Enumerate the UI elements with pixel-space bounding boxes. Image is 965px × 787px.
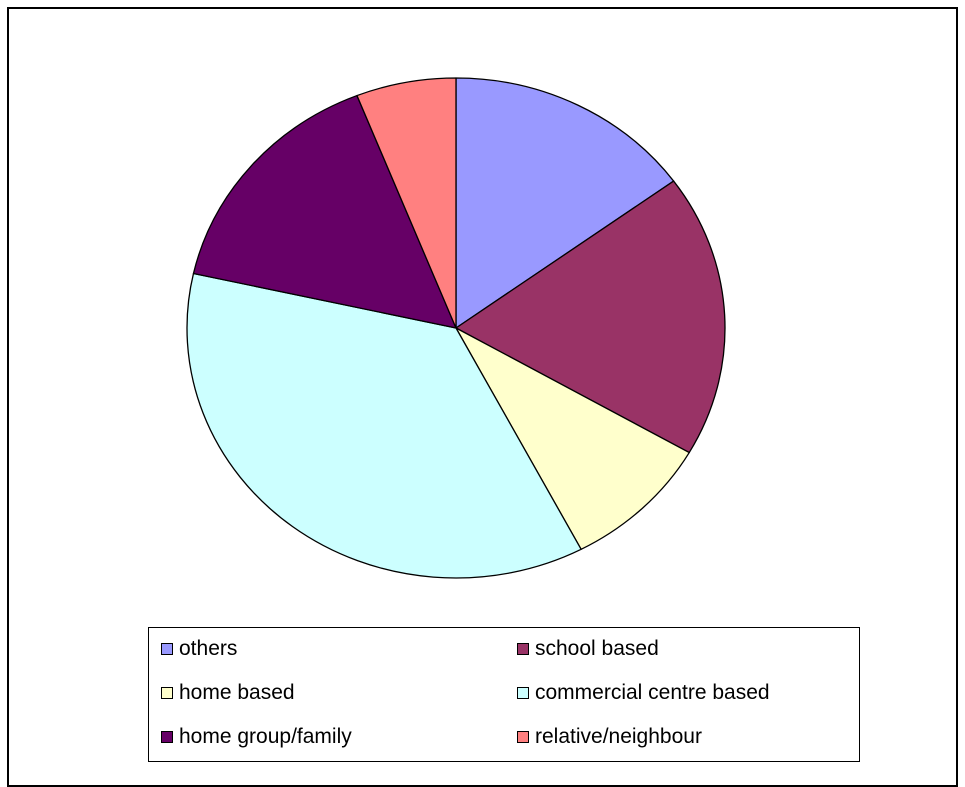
legend: others school based home based commercia… [148,627,860,762]
pie-slice-school-based [455,180,726,454]
legend-item-home-group-family: home group/family [161,722,352,752]
legend-item-others: others [161,634,237,664]
pie-slice-home-based [455,327,690,550]
legend-label-relative-neighbour: relative/neighbour [535,725,702,748]
legend-item-home-based: home based [161,678,295,708]
pie-slice-home-group-family [192,94,457,329]
pie-chart [186,77,726,579]
pie-slice-commercial-centre-based [186,272,582,579]
legend-label-home-group-family: home group/family [179,725,352,748]
legend-item-school-based: school based [517,634,659,664]
legend-label-home-based: home based [179,681,295,704]
pie-slice-relative-neighbour [356,77,457,329]
pie-slice-others [455,77,675,329]
legend-swatch-home-group-family [161,731,173,743]
legend-item-commercial-centre-based: commercial centre based [517,678,770,708]
legend-swatch-commercial-centre-based [517,687,529,699]
legend-label-school-based: school based [535,637,659,660]
legend-swatch-others [161,643,173,655]
legend-item-relative-neighbour: relative/neighbour [517,722,702,752]
legend-label-others: others [179,637,238,660]
legend-swatch-relative-neighbour [517,731,529,743]
legend-swatch-home-based [161,687,173,699]
legend-swatch-school-based [517,643,529,655]
legend-label-commercial-centre-based: commercial centre based [535,681,770,704]
